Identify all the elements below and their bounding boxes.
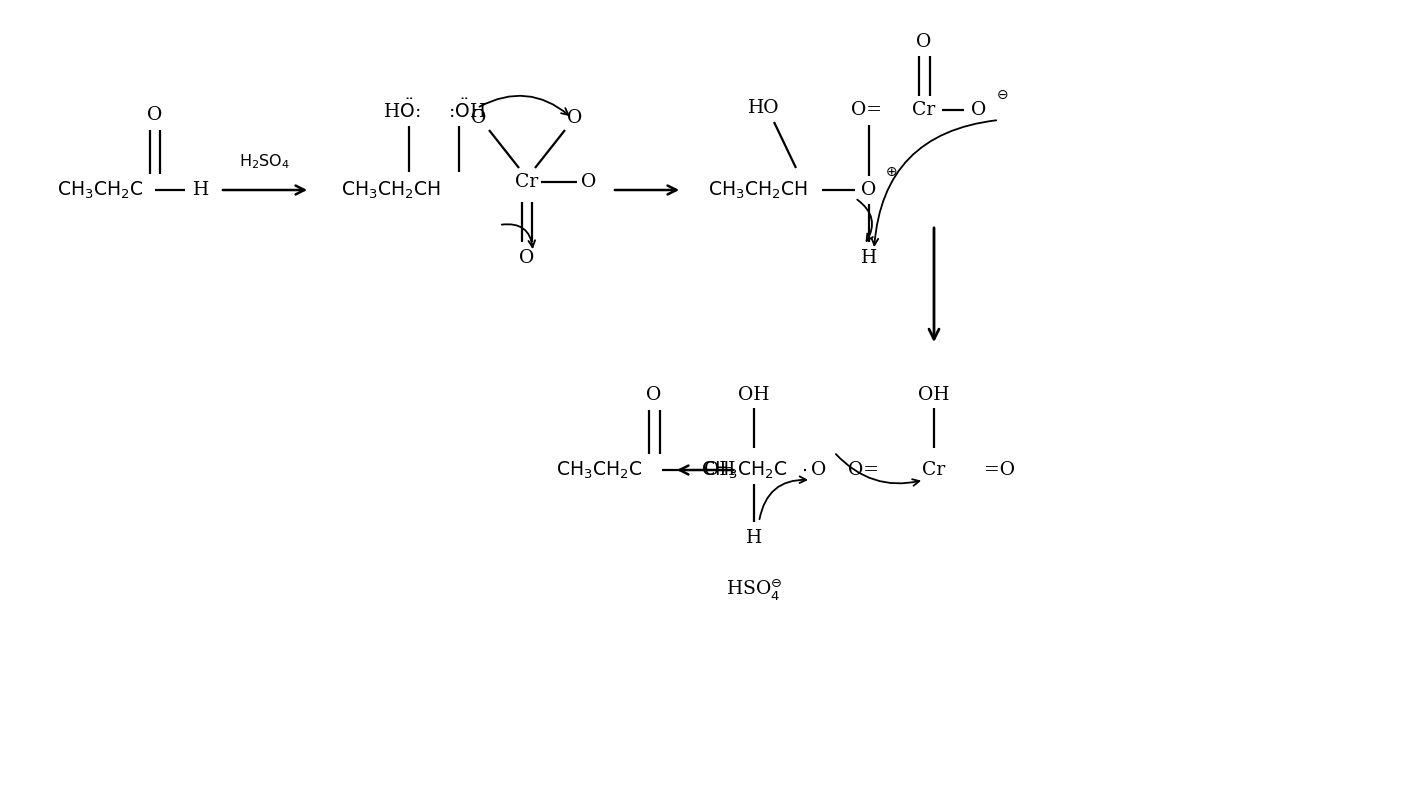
Text: $\oplus$: $\oplus$ xyxy=(885,165,897,179)
Text: $\rm CH_3CH_2CH$: $\rm CH_3CH_2CH$ xyxy=(708,179,807,201)
Text: Cr: Cr xyxy=(922,461,946,479)
Text: O: O xyxy=(567,109,583,127)
Text: $\rm CH_3CH_2C$: $\rm CH_3CH_2C$ xyxy=(701,459,788,480)
Text: H: H xyxy=(192,181,209,199)
Text: O: O xyxy=(519,249,535,267)
Text: HSO$_4^{\ominus}$: HSO$_4^{\ominus}$ xyxy=(726,577,782,603)
Text: $\rm CH_3CH_2C$: $\rm CH_3CH_2C$ xyxy=(556,459,642,480)
Text: O: O xyxy=(646,386,661,404)
Text: H: H xyxy=(861,249,878,267)
Text: $\ominus$: $\ominus$ xyxy=(995,88,1008,102)
Text: =O: =O xyxy=(984,461,1015,479)
Text: O: O xyxy=(972,101,987,119)
Text: O=: O= xyxy=(848,461,879,479)
Text: HO: HO xyxy=(748,99,779,117)
Text: Cr: Cr xyxy=(913,101,935,119)
Text: OH: OH xyxy=(703,461,736,479)
Text: O: O xyxy=(147,106,163,124)
Text: $\rm CH_3CH_2CH$: $\rm CH_3CH_2CH$ xyxy=(341,179,441,201)
Text: O: O xyxy=(581,173,597,191)
Text: H$\rm\ddot{O}$:: H$\rm\ddot{O}$: xyxy=(383,98,421,122)
Text: OH: OH xyxy=(739,386,769,404)
Text: OH: OH xyxy=(918,386,949,404)
Text: O: O xyxy=(862,181,876,199)
Text: Cr: Cr xyxy=(515,173,539,191)
Text: O: O xyxy=(472,109,487,127)
Text: $\rm H_2SO_4$: $\rm H_2SO_4$ xyxy=(240,152,291,171)
Text: O: O xyxy=(812,461,827,479)
Text: O: O xyxy=(917,33,932,51)
Text: :$\rm\ddot{O}$H: :$\rm\ddot{O}$H xyxy=(448,98,486,122)
Text: H: H xyxy=(746,529,762,547)
Text: $\rm CH_3CH_2C$: $\rm CH_3CH_2C$ xyxy=(56,179,143,201)
Text: O=: O= xyxy=(851,101,882,119)
